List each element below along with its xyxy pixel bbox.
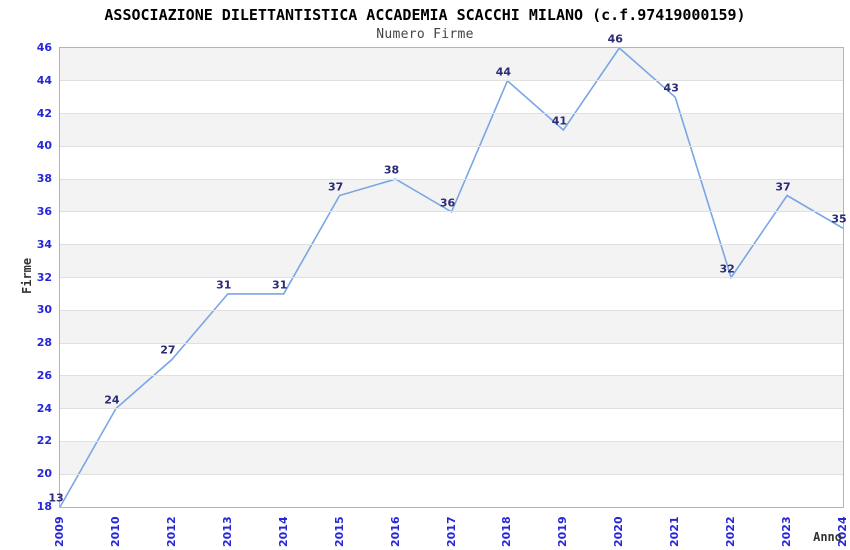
y-tick-label: 24 [36, 401, 52, 415]
plot-band [60, 375, 843, 409]
gridline [60, 244, 843, 246]
gridline [60, 80, 843, 82]
plot-band [60, 277, 843, 311]
value-label: 31 [216, 278, 232, 292]
y-tick-label: 26 [36, 368, 52, 382]
y-tick-label: 28 [36, 336, 52, 350]
gridline [60, 440, 843, 442]
plot-band [60, 441, 843, 475]
value-label: 38 [383, 163, 400, 177]
plot-band [60, 113, 843, 147]
value-label: 43 [663, 81, 679, 95]
y-tick-label: 20 [36, 467, 52, 481]
plot-band [60, 80, 843, 114]
value-label: 24 [104, 393, 120, 407]
value-label: 37 [327, 180, 344, 194]
x-tick-label: 2010 [108, 516, 122, 547]
y-tick-label: 32 [36, 270, 52, 284]
y-tick-label: 36 [36, 204, 52, 218]
x-tick-label: 2013 [220, 516, 234, 547]
gridline [60, 145, 843, 147]
value-label: 27 [160, 343, 176, 357]
gridline [60, 211, 843, 213]
gridline [60, 309, 843, 311]
value-label: 44 [495, 65, 512, 79]
x-tick-label: 2015 [332, 516, 346, 547]
x-tick-label: 2022 [724, 516, 738, 547]
gridline [60, 113, 843, 115]
y-tick-label: 46 [36, 41, 52, 54]
plot-band [60, 146, 843, 180]
y-tick-label: 38 [36, 172, 52, 186]
y-tick-label: 30 [36, 303, 52, 317]
gridline [60, 178, 843, 180]
value-label: 46 [607, 32, 623, 46]
plot-band [60, 179, 843, 212]
value-label: 35 [831, 212, 847, 226]
y-tick-label: 40 [36, 139, 52, 153]
value-label: 36 [439, 196, 456, 210]
plot-band [60, 408, 843, 442]
value-label: 32 [719, 262, 735, 275]
y-tick-label: 42 [36, 106, 52, 120]
x-axis-title: Anno [813, 530, 842, 544]
plot-band [60, 244, 843, 278]
y-tick-label: 22 [36, 434, 52, 448]
gridline [60, 408, 843, 410]
value-label: 37 [775, 180, 791, 194]
value-label: 31 [272, 278, 288, 292]
y-tick-label: 18 [36, 500, 52, 513]
gridline [60, 473, 843, 475]
x-tick-label: 2014 [276, 516, 290, 547]
x-tick-label: 2020 [612, 516, 626, 547]
x-tick-label: 2021 [668, 516, 682, 547]
value-label: 41 [551, 114, 567, 128]
gridline [60, 342, 843, 344]
chart-title: ASSOCIAZIONE DILETTANTISTICA ACCADEMIA S… [104, 6, 746, 24]
y-tick-label: 34 [36, 237, 52, 251]
value-label: 13 [48, 491, 64, 505]
x-tick-label: 2009 [53, 516, 66, 547]
chart-subtitle: Numero Firme [376, 27, 474, 42]
x-tick-label: 2019 [556, 516, 570, 547]
plot-band [60, 48, 843, 81]
plot-band [60, 474, 843, 507]
x-tick-label: 2017 [444, 516, 458, 547]
gridline [60, 375, 843, 377]
y-tick-label: 44 [36, 73, 52, 87]
x-tick-label: 2016 [388, 516, 402, 547]
plot-area [59, 47, 844, 508]
gridline [60, 277, 843, 278]
x-tick-label: 2012 [164, 516, 178, 547]
plot-band [60, 343, 843, 376]
x-tick-label: 2018 [500, 516, 514, 547]
